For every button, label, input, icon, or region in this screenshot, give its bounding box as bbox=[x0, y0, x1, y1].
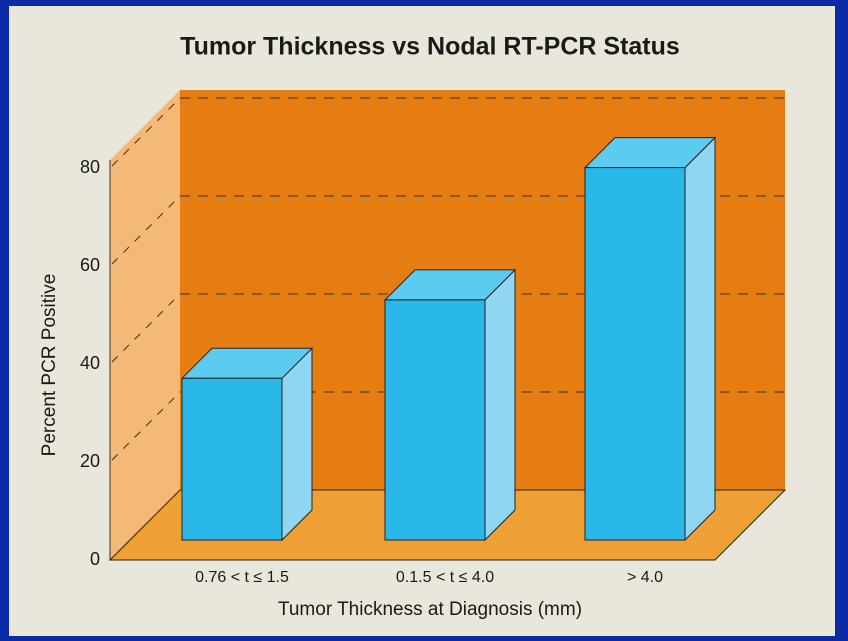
y-tick-label: 0 bbox=[90, 549, 100, 569]
bar-side bbox=[484, 268, 516, 542]
x-tick-label: 0.76 < t ≤ 1.5 bbox=[195, 569, 289, 586]
y-tick-label: 40 bbox=[80, 353, 100, 373]
chart-title: Tumor Thickness vs Nodal RT-PCR Status bbox=[180, 33, 680, 61]
bar-side bbox=[281, 347, 313, 542]
grid-line bbox=[111, 97, 181, 167]
x-tick-label: 0.1.5 < t ≤ 4.0 bbox=[396, 569, 494, 586]
y-axis-label: Percent PCR Positive bbox=[39, 274, 60, 457]
bar bbox=[181, 377, 283, 541]
y-tick-label: 20 bbox=[80, 451, 100, 471]
grid-line bbox=[111, 293, 181, 363]
grid-line bbox=[111, 391, 181, 461]
y-tick-label: 60 bbox=[80, 255, 100, 275]
bar-side bbox=[684, 136, 716, 542]
bar bbox=[384, 299, 486, 541]
y-tick-label: 80 bbox=[80, 157, 100, 177]
grid-line bbox=[111, 195, 181, 265]
left-wall bbox=[110, 90, 180, 560]
bar bbox=[584, 167, 686, 541]
x-tick-label: > 4.0 bbox=[627, 569, 663, 586]
x-axis-label: Tumor Thickness at Diagnosis (mm) bbox=[278, 599, 582, 620]
